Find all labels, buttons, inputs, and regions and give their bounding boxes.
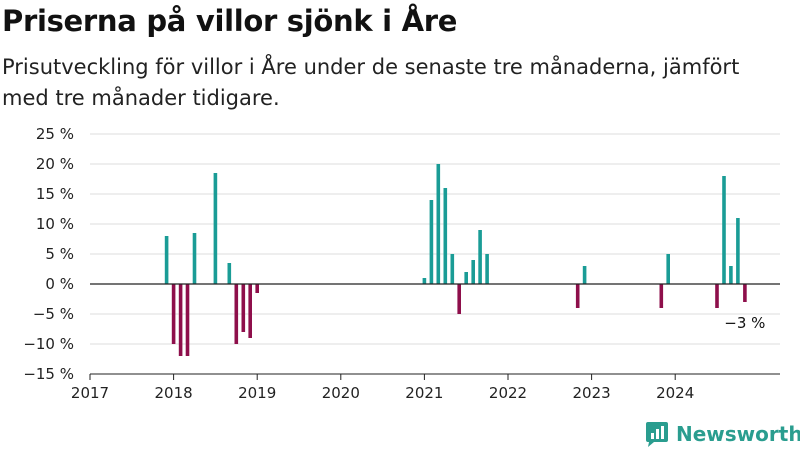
x-axis-ticks: 2017 2018 2019 2020 2021 2022 2023 2024 [71, 374, 694, 402]
bar [666, 254, 670, 284]
newsworthy-logo-icon [646, 422, 668, 447]
bar [429, 200, 434, 284]
axes [90, 283, 780, 375]
bar [743, 284, 747, 302]
bar [248, 284, 252, 338]
bar [582, 266, 587, 284]
bar [255, 284, 259, 293]
y-tick-label: −15 % [23, 365, 74, 383]
bar [659, 284, 664, 308]
y-tick-label: −10 % [23, 335, 74, 353]
bar [436, 164, 441, 284]
y-axis-ticks: 25 % 20 % 15 % 10 % 5 % 0 % −5 % −10 % −15 % [23, 125, 74, 383]
bar [464, 272, 468, 284]
bar [185, 284, 190, 356]
brand-logo: Newsworthy [644, 420, 800, 448]
bar [178, 284, 183, 356]
y-tick-label: 15 % [36, 185, 74, 203]
y-tick-label: 25 % [36, 125, 74, 143]
chart-subtitle: Prisutveckling för villor i Åre under de… [2, 55, 740, 110]
bar [234, 284, 239, 344]
x-tick-label: 2021 [405, 384, 443, 402]
x-tick-label: 2023 [573, 384, 611, 402]
annotations: −3 % [724, 314, 765, 332]
bar [171, 284, 176, 344]
bar [227, 263, 232, 284]
bar [736, 218, 740, 284]
x-tick-label: 2017 [71, 384, 109, 402]
bar [715, 284, 719, 308]
brand-name: Newsworthy [676, 422, 800, 446]
chart-title: Priserna på villor sjönk i Åre [2, 4, 458, 38]
x-tick-label: 2020 [322, 384, 360, 402]
x-tick-label: 2018 [155, 384, 193, 402]
y-tick-label: 0 % [45, 275, 74, 293]
bar [478, 230, 482, 284]
y-tick-label: −5 % [33, 305, 74, 323]
bar [164, 236, 169, 284]
bar [241, 284, 246, 332]
y-tick-label: 20 % [36, 155, 74, 173]
bar [575, 284, 580, 308]
bar [213, 173, 218, 284]
bar [457, 284, 461, 314]
x-tick-label: 2019 [238, 384, 276, 402]
bar [485, 254, 489, 284]
bar [471, 260, 475, 284]
bar [722, 176, 726, 284]
x-tick-label: 2022 [489, 384, 527, 402]
bar [422, 278, 427, 284]
data-label: −3 % [724, 314, 765, 332]
x-tick-label: 2024 [656, 384, 694, 402]
y-tick-label: 10 % [36, 215, 74, 233]
bars [164, 164, 747, 356]
bar [450, 254, 455, 284]
bar [443, 188, 448, 284]
bar [192, 233, 197, 284]
y-tick-label: 5 % [45, 245, 74, 263]
bar [729, 266, 733, 284]
